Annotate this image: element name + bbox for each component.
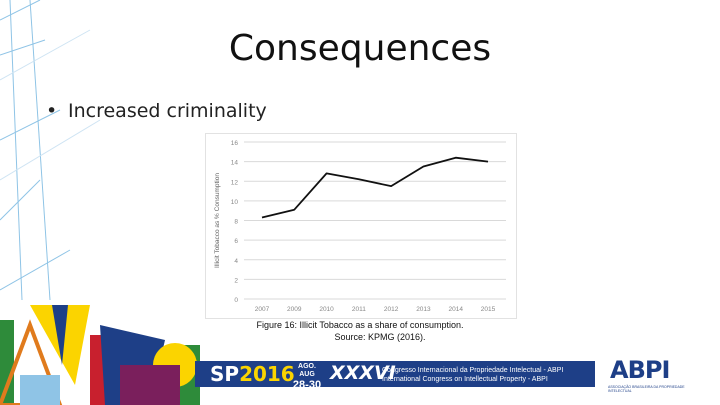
abpi-logo-subtitle: ASSOCIAÇÃO BRASILEIRA DA PROPRIEDADE INT… xyxy=(608,385,685,393)
illicit-tobacco-line-chart: 0 2 4 6 8 10 12 14 16 2007 2009 2010 2011 2012 2013 201… xyxy=(214,140,506,313)
chart-panel: 0 2 4 6 8 10 12 14 16 2007 2009 2010 2011 2012 2013 201… xyxy=(205,133,517,319)
caption-line-2: Source: KPMG (2016). xyxy=(334,332,426,342)
footer-city-year: SP2016 xyxy=(210,362,295,386)
figure-caption: Figure 16: Illicit Tobacco as a share of… xyxy=(230,319,490,343)
footer-congress-name: Congresso Internacional da Propriedade I… xyxy=(382,366,563,384)
x-tick-label: 2015 xyxy=(481,306,496,313)
caption-line-1: Figure 16: Illicit Tobacco as a share of… xyxy=(256,320,464,330)
x-tick-label: 2011 xyxy=(352,306,366,313)
abpi-logo: ABPI xyxy=(610,356,670,384)
footer-months: AGO. AUG xyxy=(298,363,316,378)
x-tick-label: 2012 xyxy=(384,306,399,313)
decorative-lines-left xyxy=(0,0,101,300)
y-tick-label: 10 xyxy=(231,199,239,206)
bullet-item: • Increased criminality xyxy=(46,100,267,122)
series-line xyxy=(261,156,489,219)
x-tick-label: 2014 xyxy=(448,306,463,313)
y-tick-label: 8 xyxy=(234,219,238,226)
x-tick-label: 2007 xyxy=(255,306,270,313)
y-tick-label: 2 xyxy=(234,277,238,284)
footer-banner xyxy=(195,361,595,387)
congress-name-pt: Congresso Internacional da Propriedade I… xyxy=(382,367,564,374)
slide-title: Consequences xyxy=(228,28,492,69)
x-tick-label: 2009 xyxy=(287,306,302,313)
footer-sp: SP xyxy=(210,362,240,386)
x-tick-label: 2013 xyxy=(416,306,431,313)
bullet-dot: • xyxy=(46,100,58,122)
y-axis-label: Illicit Tobacco as % Consumption xyxy=(214,173,221,268)
footer-edition: XXXVI xyxy=(330,362,396,384)
congress-name-en: International Congress on Intellectual P… xyxy=(382,376,548,383)
y-tick-label: 16 xyxy=(231,140,239,147)
decorative-shapes-bottom-left xyxy=(0,305,200,405)
y-tick-label: 4 xyxy=(234,258,238,265)
bullet-text: Increased criminality xyxy=(68,100,267,122)
x-tick-label: 2010 xyxy=(319,306,334,313)
y-tick-label: 0 xyxy=(234,297,238,304)
y-tick-label: 14 xyxy=(231,160,239,167)
y-tick-label: 12 xyxy=(231,179,239,186)
footer-dates: AGO. AUG 28-30 xyxy=(290,363,324,392)
footer-days: 28-30 xyxy=(292,379,322,391)
y-tick-label: 6 xyxy=(234,238,238,245)
footer-year: 2016 xyxy=(239,362,295,386)
